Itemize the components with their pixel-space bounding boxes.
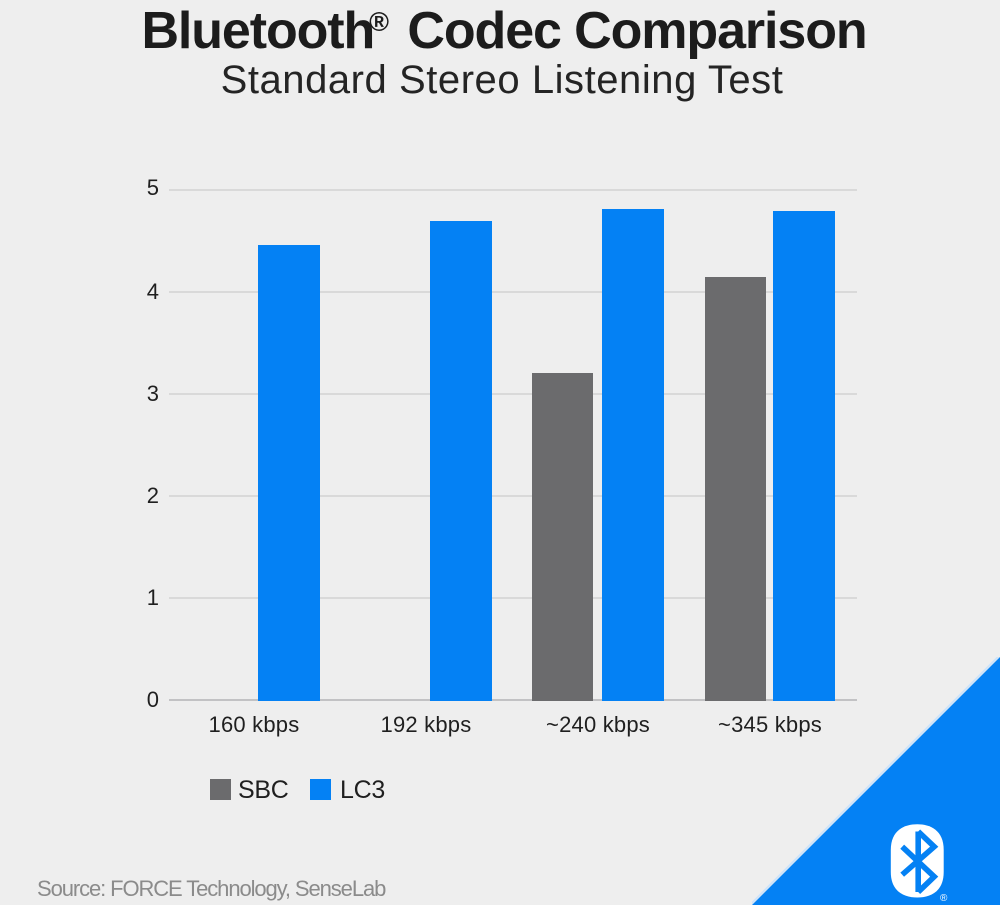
- svg-text:®: ®: [940, 893, 948, 904]
